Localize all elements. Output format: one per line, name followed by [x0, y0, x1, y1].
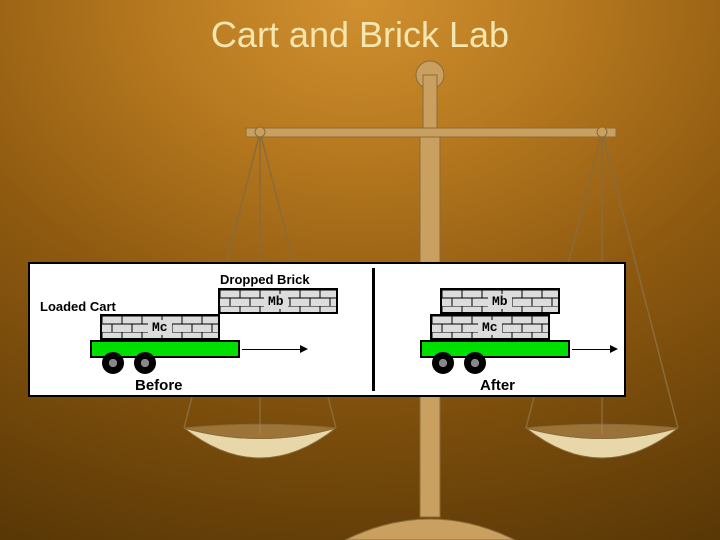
before-label: Before: [135, 377, 183, 394]
lab-figure: Loaded Cart Dropped Brick Mc Mb Before M…: [28, 262, 626, 397]
velocity-arrow-before: [242, 349, 302, 350]
cart-wheel: [432, 352, 454, 374]
slide-title: Cart and Brick Lab: [0, 14, 720, 56]
velocity-arrow-after: [572, 349, 612, 350]
velocity-arrow-head: [610, 345, 618, 353]
mc-label-before: Mc: [148, 320, 172, 335]
slide: Cart and Brick Lab Loaded Cart Dropped B…: [0, 0, 720, 540]
after-label: After: [480, 377, 515, 394]
dropped-brick-label: Dropped Brick: [220, 272, 310, 287]
velocity-arrow-head: [300, 345, 308, 353]
mb-label-after: Mb: [488, 294, 512, 309]
cart-wheel: [102, 352, 124, 374]
cart-wheel: [134, 352, 156, 374]
loaded-cart-label: Loaded Cart: [40, 299, 116, 314]
figure-divider: [372, 268, 375, 391]
cart-wheel: [464, 352, 486, 374]
mc-label-after: Mc: [478, 320, 502, 335]
mb-label-before: Mb: [264, 294, 288, 309]
